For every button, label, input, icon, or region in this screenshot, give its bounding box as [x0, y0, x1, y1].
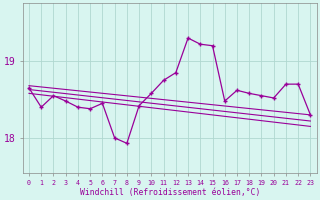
X-axis label: Windchill (Refroidissement éolien,°C): Windchill (Refroidissement éolien,°C) [79, 188, 260, 197]
